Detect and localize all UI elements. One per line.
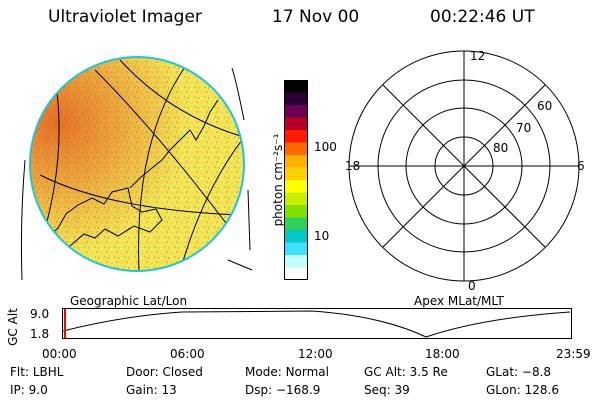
altitude-curve: [62, 310, 571, 338]
geographic-map-label: Geographic Lat/Lon: [70, 294, 188, 308]
status-door: Door: Closed: [126, 365, 203, 379]
mlat-label-80: 80: [493, 141, 508, 155]
colorbar-segment: [284, 117, 308, 131]
polar-map-label: Apex MLat/MLT: [414, 294, 504, 308]
timeline-ytick: 9.0: [30, 307, 50, 321]
colorbar-segment: [284, 180, 308, 194]
status-dsp: Dsp: −168.9: [245, 383, 321, 397]
colorbar-unit-label: photon cm⁻²s⁻¹: [271, 133, 285, 227]
mlt-label-6: 6: [577, 159, 585, 173]
earth-limb: [29, 56, 245, 272]
status-glon: GLon: 128.6: [486, 383, 559, 397]
status-filter: Flt: LBHL: [10, 365, 64, 379]
colorbar-segment: [284, 142, 308, 156]
colorbar-segment: [284, 192, 308, 206]
status-gc-alt: GC Alt: 3.5 Re: [364, 365, 448, 379]
timeline-xtick: 12:00: [298, 347, 333, 361]
timeline-xtick: 06:00: [170, 347, 205, 361]
colorbar-segment: [284, 92, 308, 106]
colorbar-tick-label: 10: [314, 229, 330, 243]
status-seq: Seq: 39: [364, 383, 410, 397]
colorbar-segment: [284, 267, 308, 280]
colorbar-segment: [284, 167, 308, 181]
status-glat: GLat: −8.8: [486, 365, 552, 379]
colorbar-segment: [284, 205, 308, 219]
timeline-ylabel: GC Alt: [5, 308, 20, 346]
colorbar-segment: [284, 255, 308, 269]
colorbar-segment: [284, 105, 308, 119]
timeline-xtick: 23:59: [556, 347, 591, 361]
instrument-title: Ultraviolet Imager: [48, 7, 202, 27]
observation-time: 00:22:46 UT: [430, 7, 535, 27]
mlt-label-12: 12: [470, 49, 485, 63]
status-ip: IP: 9.0: [10, 383, 48, 397]
polar-map: 12 18 6 0 60 70 80: [345, 49, 585, 293]
timeline-xtick: 00:00: [42, 347, 77, 361]
altitude-timeline: [62, 308, 572, 339]
observation-date: 17 Nov 00: [272, 7, 360, 27]
mlt-label-18: 18: [345, 159, 360, 173]
colorbar-segment: [284, 230, 308, 244]
colorbar-segment: [284, 155, 308, 169]
colorbar-segment: [284, 80, 308, 94]
status-mode: Mode: Normal: [245, 365, 329, 379]
mlt-label-0: 0: [468, 279, 476, 293]
mlat-label-70: 70: [516, 121, 531, 135]
colorbar-segment: [284, 217, 308, 231]
geographic-map: [20, 56, 253, 281]
timeline-xtick: 18:00: [425, 347, 460, 361]
timeline-ytick: 1.8: [30, 327, 50, 341]
mlat-label-60: 60: [537, 99, 552, 113]
status-gain: Gain: 13: [126, 383, 177, 397]
colorbar: [284, 80, 308, 280]
colorbar-tick-label: 100: [314, 140, 337, 154]
colorbar-segment: [284, 242, 308, 256]
colorbar-segment: [284, 130, 308, 144]
